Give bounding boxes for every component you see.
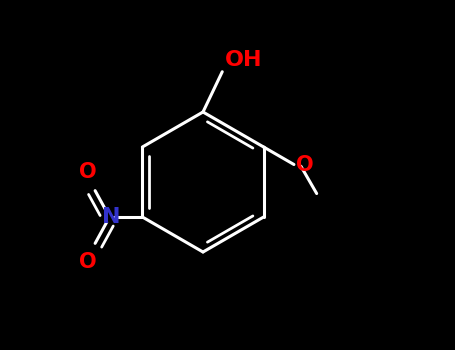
Text: N: N [101,207,120,227]
Text: O: O [296,154,313,175]
Text: OH: OH [225,50,263,70]
Text: O: O [79,162,97,182]
Text: O: O [79,252,97,272]
